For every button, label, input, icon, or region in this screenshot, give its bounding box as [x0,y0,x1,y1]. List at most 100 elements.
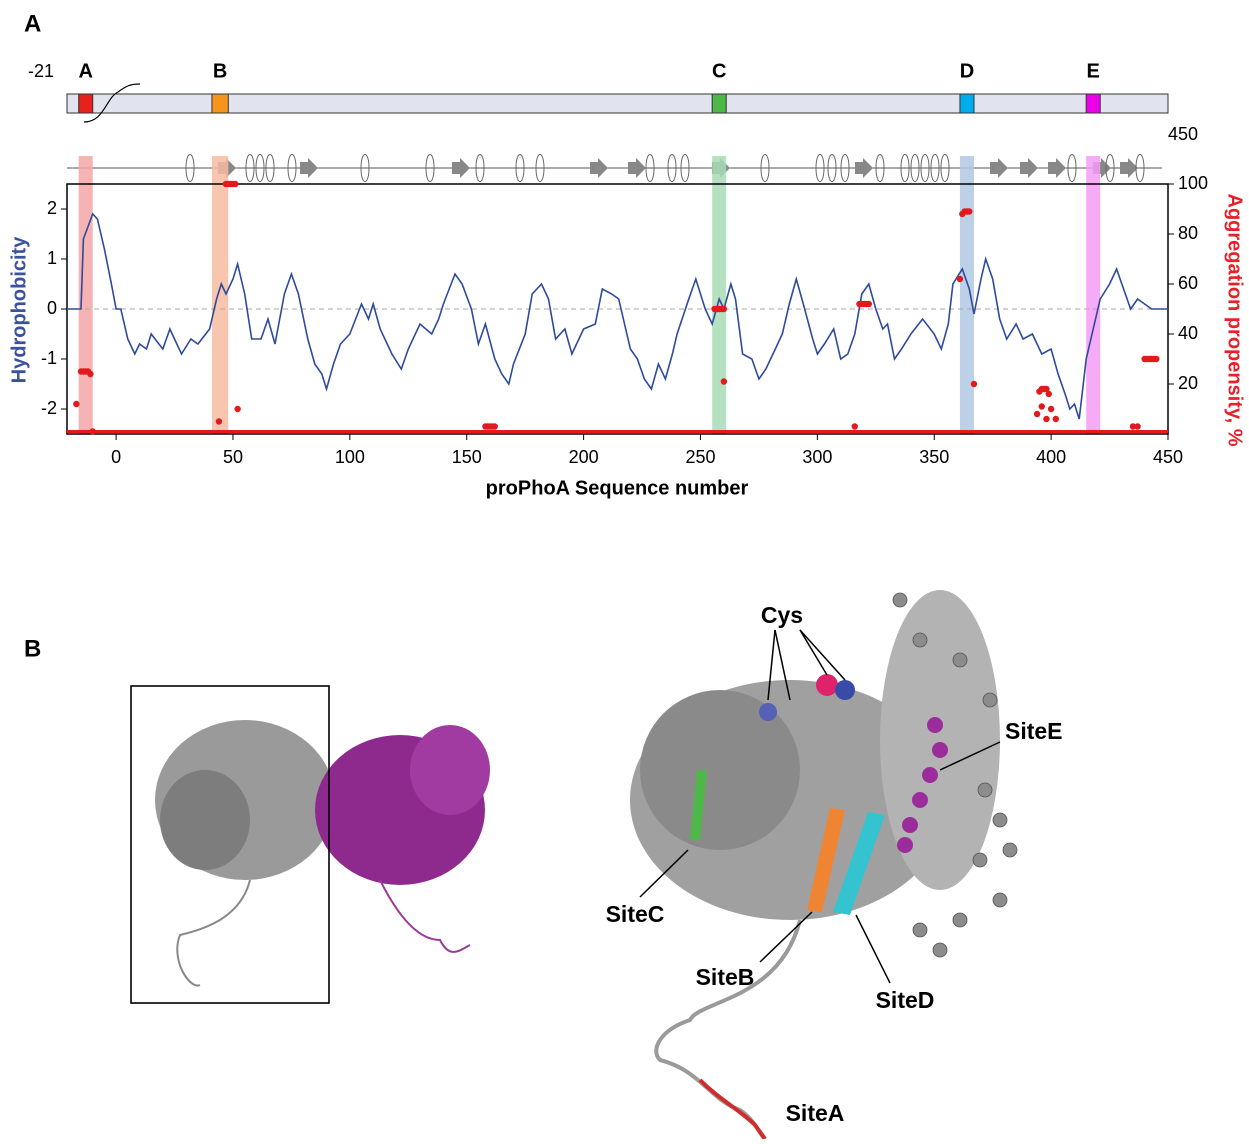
site-b-strand [807,808,845,912]
aggregation-point [232,180,239,188]
aggregation-point [1033,410,1041,418]
panel-label: B [24,635,41,662]
panel-label: A [24,10,41,37]
helix-turn [930,154,940,182]
y-tick-label: 0 [47,298,57,318]
y-tick-label: -2 [41,398,57,418]
strand-arrow [990,158,1008,178]
aggregation-point [215,418,223,425]
site-box [211,93,229,114]
site-label: A [78,60,92,82]
x-axis-label: proPhoA Sequence number [486,477,749,499]
aggregation-point [956,275,964,283]
x-tick-label: 100 [335,447,365,467]
site-band [712,156,727,434]
cys [816,674,838,696]
site-label: C [712,60,726,82]
y2-tick-label: 40 [1178,323,1198,343]
aggregation-point [87,370,94,378]
helix-turn [827,154,837,182]
zoom-box [130,685,330,1004]
aggregation-point [720,378,728,385]
site-box [1085,93,1101,114]
helix-turn [840,154,850,182]
helix-turn [900,154,910,182]
signal-cleavage [83,83,141,123]
x-tick-label: 0 [111,447,121,467]
aggregation-point [73,400,80,408]
site-c-strand [690,770,707,840]
helix-turn [535,154,545,182]
site-label: D [960,60,974,82]
structure-label: Cys [761,602,803,628]
helix-turn [645,154,655,182]
structure-label: SiteC [606,901,665,927]
y2-tick-label: 20 [1178,373,1198,393]
strand-arrow [1120,158,1138,178]
helix-turn [815,154,825,182]
hydrophobicity-line [67,212,1168,420]
cys [835,680,855,700]
strand-arrow [452,158,470,178]
domain-end-label: 450 [1168,124,1198,144]
strand-arrow [300,158,318,178]
aggregation-point [1052,415,1059,423]
x-tick-label: 350 [919,447,949,467]
site-box [711,93,727,114]
y2-tick-label: 60 [1178,273,1198,293]
helix-turn [265,154,275,182]
aggregation-point [1153,355,1160,363]
aggregation-point [1038,403,1045,410]
helix-turn [940,154,950,182]
aggregation-point [851,423,858,430]
site-label: B [213,60,227,82]
aggregation-point [1129,423,1137,430]
secondary-structure [67,154,1162,182]
aggregation-point [1134,423,1141,430]
aggregation-point [491,423,498,430]
site-band [1086,156,1101,434]
y-tick-label: 2 [47,198,57,218]
site-e-spheres [897,717,948,853]
domain-bar [66,93,1169,114]
strand-arrow [628,158,646,178]
site-a-loop [698,1078,767,1141]
helix-turn [1067,154,1077,182]
helix-turn [1135,154,1145,182]
helix-turn [920,154,930,182]
x-tick-label: 400 [1036,447,1066,467]
strand-arrow [590,158,608,178]
aggregation-point [970,380,978,388]
y2-tick-label: 100 [1178,173,1208,193]
helix-turn [475,154,485,182]
structure-label: SiteA [786,1100,845,1126]
structure-label: SiteD [876,987,935,1013]
helix-turn [667,154,677,182]
helix-turn [910,154,920,182]
helix-turn [245,154,255,182]
helix-turn [680,154,690,182]
site-box [78,93,94,114]
x-tick-label: 250 [685,447,715,467]
aggregation-point [1043,415,1050,423]
site-d-strand [833,812,885,915]
aggregation-point [720,305,728,313]
loop [379,879,471,953]
x-tick-label: 50 [223,447,243,467]
aggregation-point [89,428,96,435]
helix-turn [360,154,370,182]
strand-arrow [855,158,873,178]
arrows [639,629,1001,984]
helix-turn [515,154,525,182]
site-box [959,93,975,114]
gray-subunit [160,770,250,870]
site-band [211,156,229,434]
gray-domain [880,590,1000,890]
helix-turn [287,154,297,182]
aggregation-point [865,300,872,308]
x-tick-label: 150 [452,447,482,467]
helix-turn [425,154,435,182]
domain-start-label: -21 [28,61,54,81]
helix-turn [760,154,770,182]
